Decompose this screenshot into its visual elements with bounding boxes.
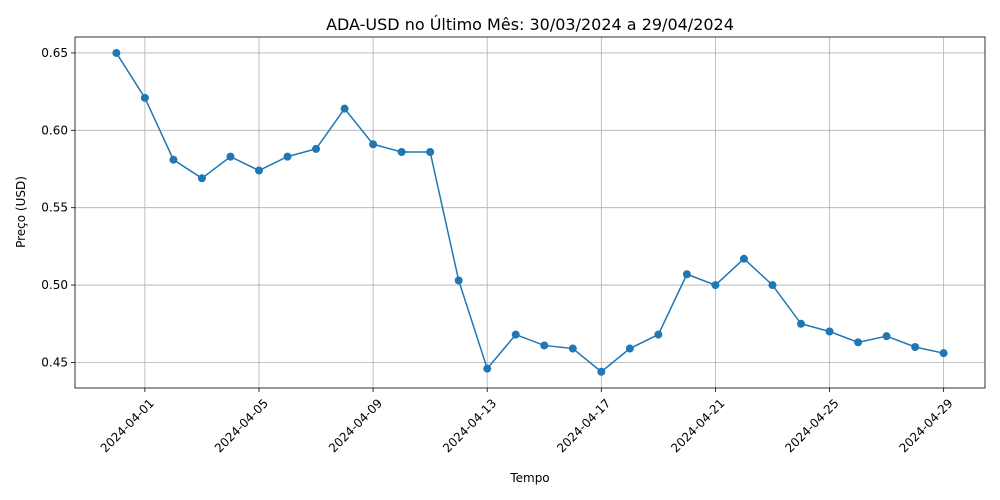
series-line [115, 52, 944, 373]
data-point [654, 330, 663, 339]
y-tick-label: 0.60 [41, 123, 68, 137]
y-axis-label: Preço (USD) [14, 176, 28, 248]
chart-title: ADA-USD no Último Mês: 30/03/2024 a 29/0… [326, 15, 734, 34]
grid-lines [75, 37, 985, 388]
data-point [197, 174, 206, 183]
series-ada-usd [112, 48, 948, 376]
data-point [711, 281, 720, 290]
data-point [140, 93, 149, 102]
y-tick-label: 0.55 [41, 201, 68, 215]
data-point [254, 166, 263, 175]
data-point [739, 254, 748, 263]
data-point [369, 140, 378, 149]
plot-frame [74, 36, 986, 389]
x-tick-label: 2024-04-09 [326, 396, 385, 455]
data-point [597, 367, 606, 376]
x-tick-label: 2024-04-25 [782, 396, 841, 455]
data-point [939, 349, 948, 358]
data-point [397, 147, 406, 156]
y-tick-label: 0.65 [41, 46, 68, 60]
x-tick-label: 2024-04-13 [440, 396, 499, 455]
y-tick-label: 0.45 [41, 355, 68, 369]
x-tick-label: 2024-04-21 [668, 396, 727, 455]
x-tick-label: 2024-04-01 [98, 396, 157, 455]
data-point [454, 276, 463, 285]
data-point [797, 319, 806, 328]
x-tick-label: 2024-04-29 [896, 396, 955, 455]
data-point [568, 344, 577, 353]
data-point [483, 364, 492, 373]
data-point [768, 281, 777, 290]
x-axis-label: Tempo [509, 471, 549, 485]
data-point [340, 104, 349, 113]
data-point [911, 342, 920, 351]
axis-ticks: 2024-04-01 2024-04-05 2024-04-09 2024-04-13… [41, 46, 955, 455]
data-point [226, 152, 235, 161]
data-point [511, 330, 520, 339]
data-point [426, 147, 435, 156]
data-point [625, 344, 634, 353]
data-point [882, 332, 891, 341]
x-tick-label: 2024-04-05 [212, 396, 271, 455]
data-point [312, 144, 321, 153]
data-point [169, 155, 178, 164]
data-point [283, 152, 292, 161]
data-point [682, 270, 691, 279]
y-tick-label: 0.50 [41, 278, 68, 292]
data-point [112, 48, 121, 57]
data-point [825, 327, 834, 336]
data-point [854, 338, 863, 347]
x-tick-label: 2024-04-17 [554, 396, 613, 455]
data-point [540, 341, 549, 350]
